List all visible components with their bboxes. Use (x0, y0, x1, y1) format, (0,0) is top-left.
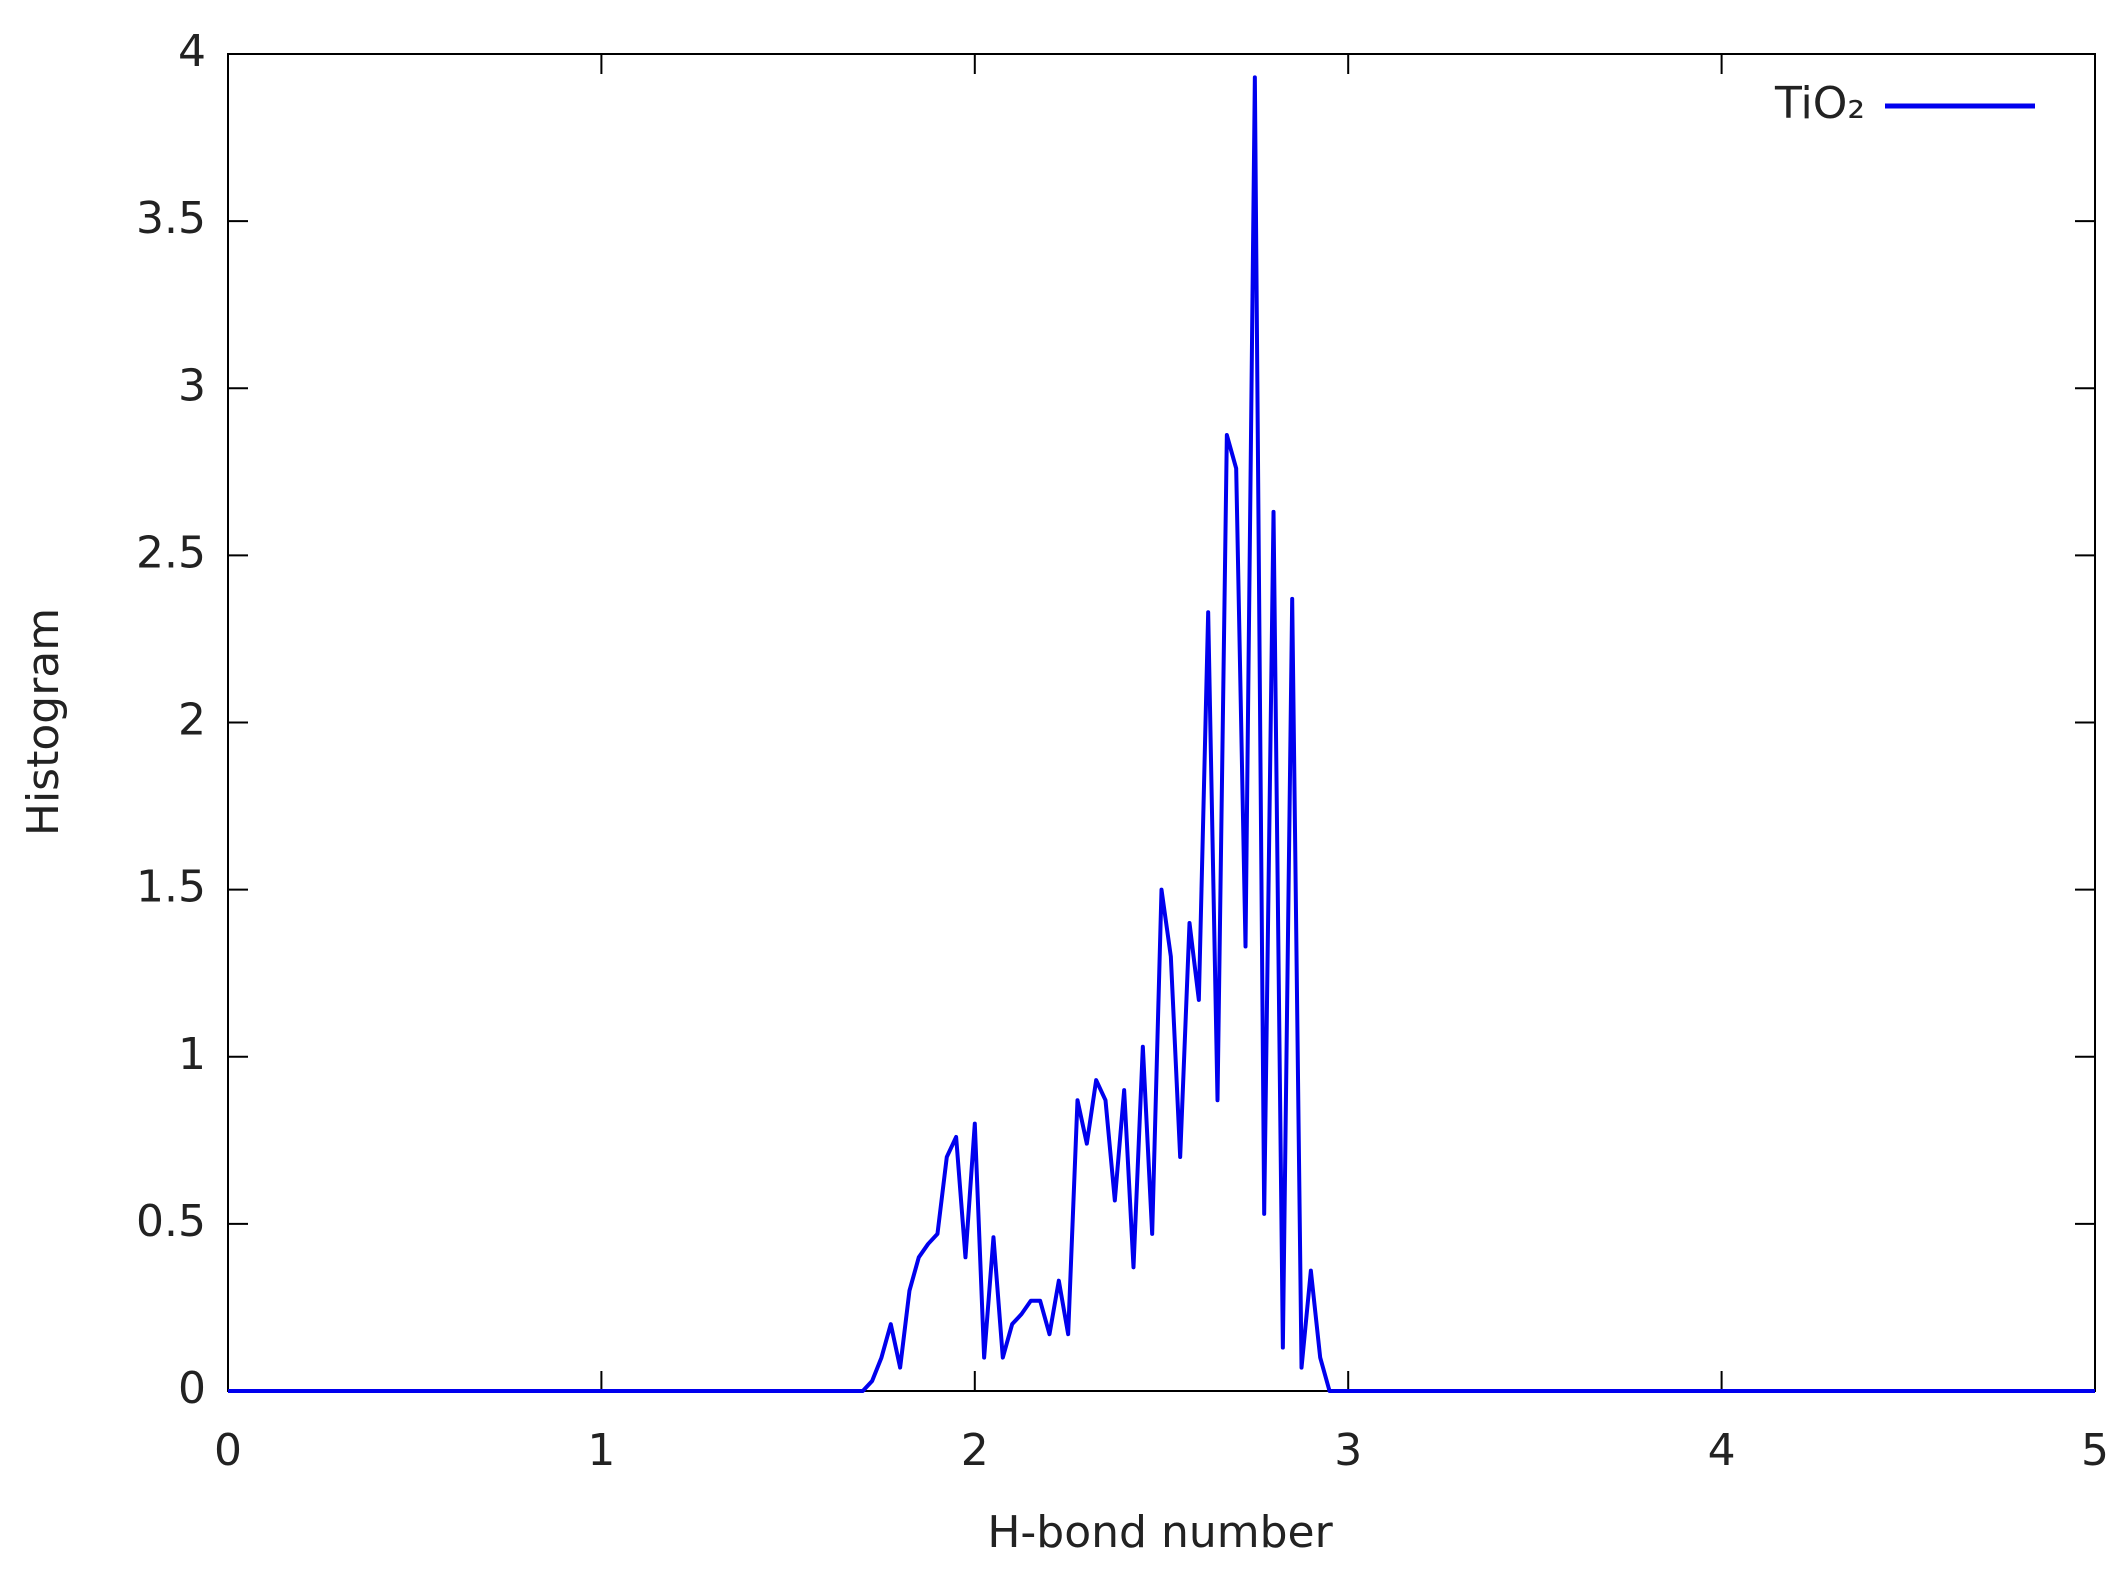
y-tick-label: 2.5 (136, 527, 206, 578)
y-axis-label: Histogram (18, 608, 69, 836)
legend-label: TiO₂ (1774, 78, 1865, 129)
y-tick-label: 1.5 (136, 862, 206, 913)
x-tick-label: 3 (1334, 1425, 1362, 1476)
y-tick-label: 3.5 (136, 193, 206, 244)
x-tick-label: 5 (2081, 1425, 2109, 1476)
y-tick-label: 0 (178, 1363, 206, 1414)
y-tick-label: 3 (178, 360, 206, 411)
y-tick-label: 2 (178, 695, 206, 746)
y-tick-label: 4 (178, 26, 206, 77)
y-tick-label: 0.5 (136, 1196, 206, 1247)
x-tick-label: 4 (1708, 1425, 1736, 1476)
x-tick-label: 2 (961, 1425, 989, 1476)
y-tick-label: 1 (178, 1029, 206, 1080)
data-line (228, 75, 2095, 1393)
x-tick-label: 0 (214, 1425, 242, 1476)
x-axis-label: H-bond number (987, 1507, 1333, 1558)
plot-frame (227, 53, 2096, 1392)
x-tick-label: 1 (587, 1425, 615, 1476)
